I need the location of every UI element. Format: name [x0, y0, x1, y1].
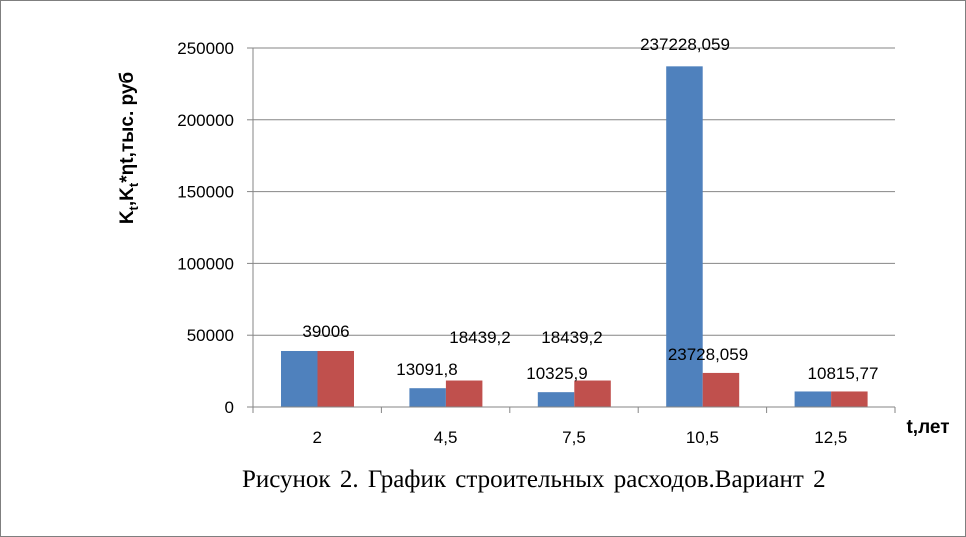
data-label: 10325,9	[526, 364, 587, 383]
x-tick-label: 4,5	[434, 428, 458, 447]
y-axis-title: Kt,Kt*ηt,тыс. руб	[117, 72, 141, 224]
y-tick-labels: 0 50000 100000 150000 200000 250000	[177, 39, 234, 417]
data-label: 18439,2	[541, 328, 602, 347]
figure-caption: Рисунок 2. График строительных расходов.…	[242, 466, 826, 493]
y-tick-label: 200000	[177, 111, 234, 130]
x-axis-title: t,лет	[906, 417, 949, 438]
data-label: 13091,8	[396, 360, 457, 379]
x-tick-label: 10,5	[686, 428, 719, 447]
y-tick-label: 150000	[177, 183, 234, 202]
data-label: 23728,059	[668, 345, 748, 364]
bar	[445, 380, 483, 407]
bar	[317, 350, 354, 407]
data-labels: 39006 13091,8 18439,2 10325,9 18439,2 237228,…	[302, 35, 878, 383]
bar	[409, 388, 446, 407]
data-label: 10815,77	[808, 364, 879, 383]
data-label: 237228,059	[640, 35, 730, 54]
axes	[247, 47, 896, 413]
bars	[281, 66, 868, 407]
y-tick-label: 250000	[177, 39, 234, 58]
bar	[666, 66, 703, 407]
bar	[281, 350, 318, 407]
gridlines	[253, 47, 895, 336]
y-tick-label: 100000	[177, 254, 234, 273]
bar	[702, 372, 740, 407]
data-label: 18439,2	[449, 328, 510, 347]
bar	[794, 391, 832, 407]
x-tick-label: 2	[312, 428, 321, 447]
x-tick-label: 7,5	[562, 428, 586, 447]
y-tick-label: 50000	[187, 326, 234, 345]
bar	[574, 380, 611, 407]
bar	[831, 391, 868, 407]
data-label: 39006	[302, 322, 349, 341]
bar	[537, 392, 575, 407]
x-tick-label: 12,5	[814, 428, 847, 447]
x-tick-labels: 2 4,5 7,5 10,5 12,5	[312, 428, 847, 447]
y-tick-label: 0	[225, 398, 234, 417]
